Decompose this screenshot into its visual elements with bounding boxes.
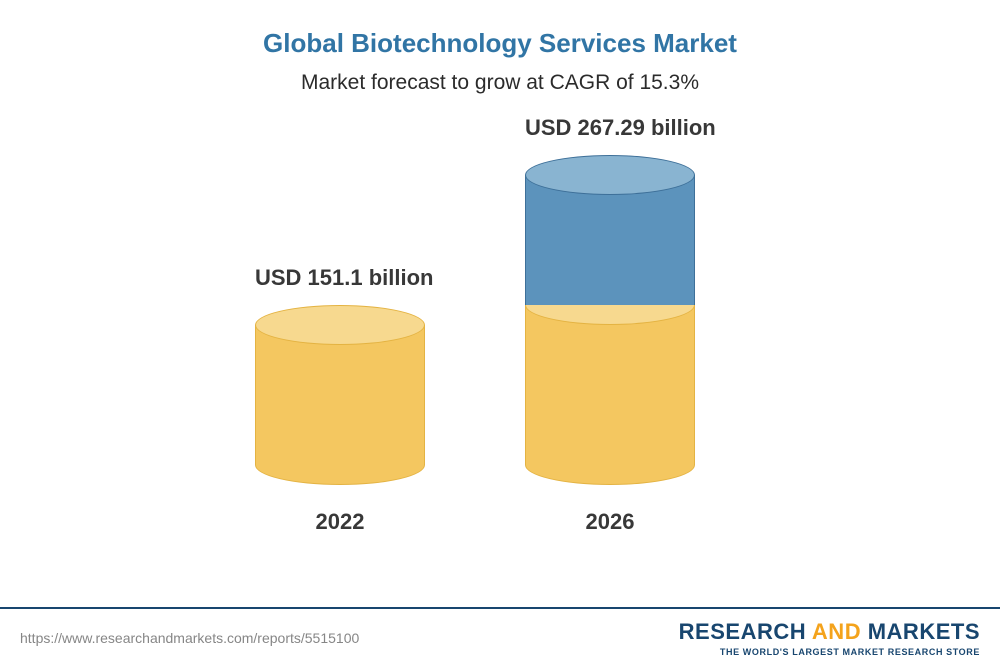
cylinder-top-ellipse bbox=[255, 305, 425, 345]
cylinder-top-ellipse bbox=[525, 155, 695, 195]
cylinder-segment bbox=[525, 305, 695, 465]
year-label-2026: 2026 bbox=[525, 509, 695, 535]
footer: https://www.researchandmarkets.com/repor… bbox=[0, 607, 1000, 667]
brand-logo-text: RESEARCH AND MARKETS bbox=[679, 619, 980, 645]
cylinder-body bbox=[525, 155, 695, 485]
cylinder-2026: USD 267.29 billion2026 bbox=[525, 115, 695, 485]
chart-area: USD 151.1 billion2022USD 267.29 billion2… bbox=[0, 105, 1000, 545]
chart-title: Global Biotechnology Services Market bbox=[0, 0, 1000, 59]
value-label-2022: USD 151.1 billion bbox=[255, 265, 425, 291]
brand-and: AND bbox=[812, 619, 861, 644]
cylinder-2022: USD 151.1 billion2022 bbox=[255, 265, 425, 485]
value-label-2026: USD 267.29 billion bbox=[525, 115, 695, 141]
brand-block: RESEARCH AND MARKETS THE WORLD'S LARGEST… bbox=[679, 619, 980, 657]
brand-research: RESEARCH bbox=[679, 619, 806, 644]
year-label-2022: 2022 bbox=[255, 509, 425, 535]
brand-markets: MARKETS bbox=[868, 619, 980, 644]
source-url: https://www.researchandmarkets.com/repor… bbox=[20, 630, 359, 646]
cylinder-body bbox=[255, 305, 425, 485]
chart-subtitle: Market forecast to grow at CAGR of 15.3% bbox=[0, 59, 1000, 95]
cylinder-segment bbox=[255, 325, 425, 465]
brand-tagline: THE WORLD'S LARGEST MARKET RESEARCH STOR… bbox=[679, 647, 980, 657]
